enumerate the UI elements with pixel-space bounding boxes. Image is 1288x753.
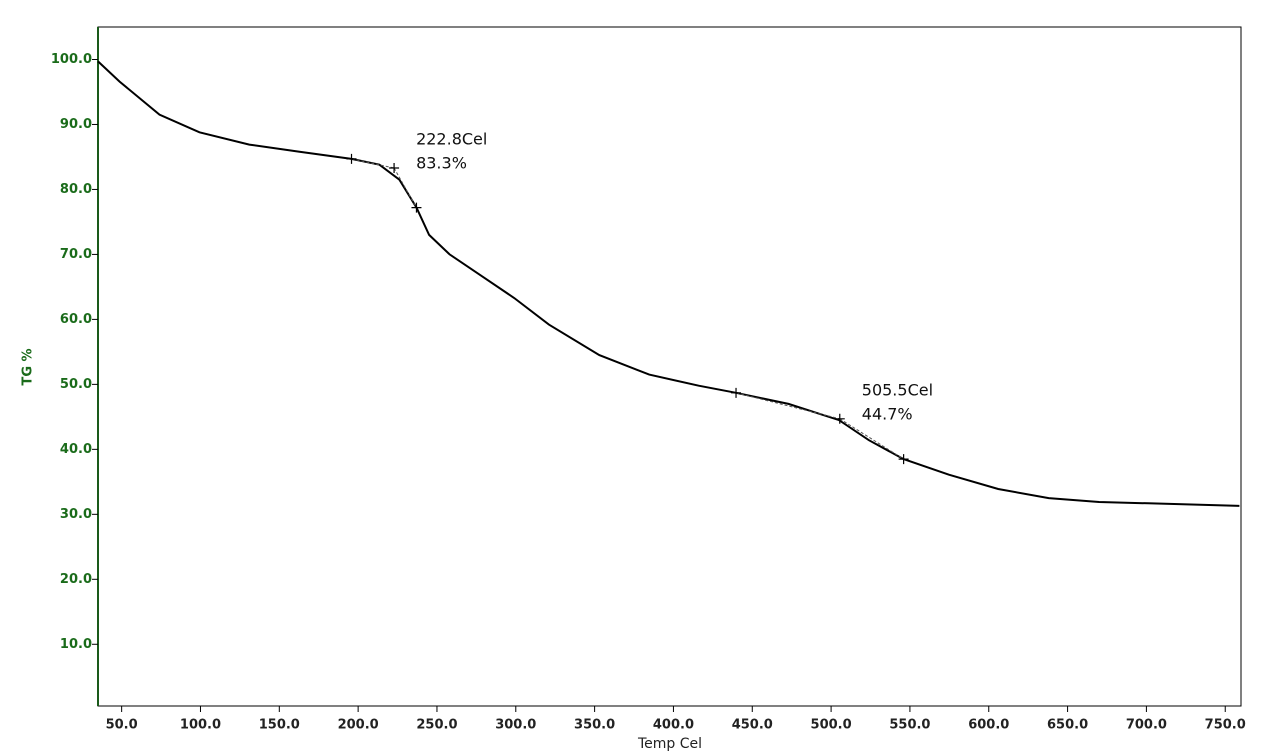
onset-marker: [346, 153, 357, 164]
x-tick-label: 100.0: [180, 718, 221, 733]
x-tick-label: 750.0: [1205, 718, 1246, 733]
y-tick-label: 20.0: [60, 572, 92, 587]
x-tick-label: 150.0: [259, 718, 300, 733]
annotation-text: 44.7%: [862, 404, 913, 423]
onset-marker: [411, 202, 422, 213]
y-tick-label: 30.0: [60, 507, 92, 522]
tangent-line: [839, 418, 904, 460]
data-line: [97, 60, 1240, 507]
tangent-line: [393, 167, 417, 208]
x-tick-label: 50.0: [106, 718, 138, 733]
annotation-text: 222.8Cel: [416, 129, 487, 148]
onset-marker: [731, 387, 742, 398]
y-tick-label: 40.0: [60, 442, 92, 457]
onset-marker: [834, 413, 845, 424]
tangent-line: [351, 158, 395, 169]
x-tick-label: 700.0: [1126, 718, 1167, 733]
y-tick-label: 70.0: [60, 247, 92, 262]
y-tick-label: 60.0: [60, 312, 92, 327]
y-axis-title: TG %: [21, 348, 36, 385]
onset-marker: [389, 162, 400, 173]
plot-frame: [97, 26, 1242, 707]
annotation-text: 83.3%: [416, 153, 467, 172]
x-tick-label: 550.0: [889, 718, 930, 733]
y-tick-label: 90.0: [60, 117, 92, 132]
x-tick-label: 600.0: [968, 718, 1009, 733]
annotation-text: 505.5Cel: [862, 380, 933, 399]
x-tick-label: 450.0: [732, 718, 773, 733]
x-tick-label: 350.0: [574, 718, 615, 733]
x-tick-label: 200.0: [338, 718, 379, 733]
x-tick-label: 250.0: [416, 718, 457, 733]
y-tick-label: 10.0: [60, 637, 92, 652]
x-tick-label: 500.0: [811, 718, 852, 733]
y-tick-label: 100.0: [51, 52, 92, 67]
y-tick-label: 50.0: [60, 377, 92, 392]
x-tick-label: 650.0: [1047, 718, 1088, 733]
tangent-line: [735, 392, 840, 420]
x-tick-label: 300.0: [495, 718, 536, 733]
y-tick-label: 80.0: [60, 182, 92, 197]
onset-marker: [898, 454, 909, 465]
x-axis-title: Temp Cel: [637, 736, 702, 752]
x-tick-label: 400.0: [653, 718, 694, 733]
